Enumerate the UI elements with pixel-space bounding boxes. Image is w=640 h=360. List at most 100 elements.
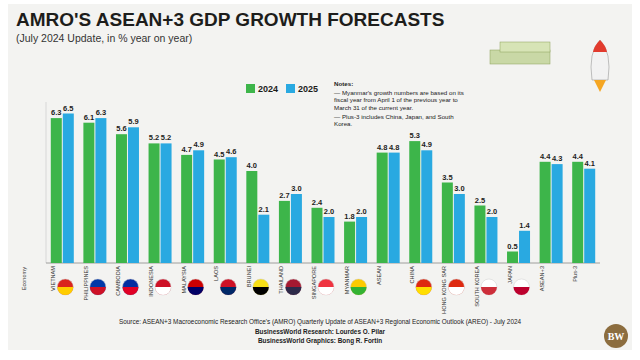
y-axis-line bbox=[46, 102, 47, 263]
money bbox=[500, 42, 550, 52]
flag-part bbox=[285, 287, 301, 295]
bar bbox=[344, 222, 355, 263]
data-label: 2.0 bbox=[324, 207, 334, 216]
logo: BW bbox=[608, 331, 625, 342]
flag bbox=[416, 279, 432, 295]
bar bbox=[246, 171, 257, 263]
bar bbox=[181, 155, 192, 263]
bar bbox=[552, 164, 563, 263]
data-label: 2.5 bbox=[475, 196, 485, 205]
logo-circle bbox=[604, 324, 628, 348]
bar bbox=[312, 208, 323, 263]
x-tick-label: CAMBODIA bbox=[115, 266, 121, 296]
bar bbox=[519, 231, 530, 263]
flag-part bbox=[220, 287, 236, 295]
panel bbox=[8, 4, 632, 350]
x-tick-label: MALAYSIA bbox=[181, 266, 187, 294]
flag bbox=[481, 279, 497, 295]
flag bbox=[318, 279, 334, 295]
x-tick-label: THAILAND bbox=[278, 266, 284, 294]
x-tick-label: ASEAN bbox=[376, 266, 382, 285]
flag-part bbox=[188, 287, 204, 295]
bar bbox=[324, 217, 335, 263]
x-tick-label: LAOS bbox=[213, 266, 219, 281]
bar bbox=[226, 157, 237, 263]
rocket-flame bbox=[594, 80, 606, 92]
data-label: 4.5 bbox=[214, 150, 224, 159]
credit: BusinessWorld Graphics: Bong R. Fortin bbox=[20, 337, 620, 344]
data-label: 4.3 bbox=[552, 154, 562, 163]
bar bbox=[214, 160, 225, 264]
data-label: 4.4 bbox=[572, 152, 583, 161]
rocket-tip bbox=[593, 40, 607, 52]
x-tick-label: PHILIPPINES bbox=[83, 266, 89, 301]
x-tick-label: VIETNAM bbox=[50, 266, 56, 291]
bar bbox=[507, 252, 518, 264]
flag-part bbox=[416, 287, 432, 295]
flag-part bbox=[351, 287, 367, 295]
data-label: 6.1 bbox=[84, 113, 94, 122]
bar bbox=[128, 127, 139, 263]
source: Source: ASEAN+3 Macroeconomic Research O… bbox=[20, 318, 620, 325]
flag-part bbox=[514, 287, 530, 295]
flag-part bbox=[448, 287, 464, 295]
flag bbox=[57, 279, 73, 295]
data-label: 3.5 bbox=[442, 173, 452, 182]
x-tick-label: SINGAPORE bbox=[311, 266, 317, 300]
x-tick-label: HONG KONG SAR bbox=[441, 266, 447, 314]
flag bbox=[90, 279, 106, 295]
data-label: 4.9 bbox=[422, 140, 432, 149]
bars bbox=[51, 114, 595, 264]
bar bbox=[572, 162, 583, 263]
data-label: 4.1 bbox=[584, 159, 594, 168]
bar bbox=[279, 201, 290, 263]
chart-root: AMRO'S ASEAN+3 GDP GROWTH FORECASTS(July… bbox=[0, 0, 640, 360]
bar bbox=[454, 194, 465, 263]
bar bbox=[540, 162, 551, 263]
data-label: 4.9 bbox=[193, 140, 203, 149]
flag bbox=[285, 279, 301, 295]
x-tick-label: ASEAN+3 bbox=[539, 266, 545, 291]
data-label: 5.2 bbox=[149, 133, 159, 142]
data-label: 6.3 bbox=[51, 108, 61, 117]
x-tick-label: BRUNEI bbox=[246, 266, 252, 288]
flag bbox=[448, 279, 464, 295]
flag bbox=[122, 279, 138, 295]
legend-swatch bbox=[246, 84, 255, 93]
data-label: 6.5 bbox=[63, 104, 73, 113]
bar bbox=[161, 143, 172, 263]
bar bbox=[377, 153, 388, 263]
x-tick-label: JAPAN bbox=[507, 266, 513, 284]
data-label: 4.6 bbox=[226, 147, 236, 156]
data-label: 4.4 bbox=[540, 152, 551, 161]
data-label: 2.4 bbox=[312, 198, 323, 207]
flag-part bbox=[122, 287, 138, 295]
data-label: 3.0 bbox=[291, 184, 301, 193]
background bbox=[0, 0, 640, 360]
x-tick-label: Plus-3 bbox=[572, 266, 578, 282]
flag-part bbox=[253, 287, 269, 295]
bar bbox=[116, 134, 127, 263]
flag-part bbox=[318, 287, 334, 295]
data-label: 4.8 bbox=[377, 143, 387, 152]
data-label: 4.7 bbox=[181, 145, 191, 154]
bar bbox=[83, 123, 94, 263]
data-label: 5.3 bbox=[410, 131, 420, 140]
flag-part bbox=[90, 287, 106, 295]
bar bbox=[149, 143, 160, 263]
data-label: 4.8 bbox=[389, 143, 399, 152]
note: — Plus-3 includes China, Japan, and Sout… bbox=[334, 113, 469, 128]
legend-label: 2025 bbox=[298, 84, 318, 94]
bar bbox=[291, 194, 302, 263]
flag bbox=[514, 279, 530, 295]
note: Notes: bbox=[334, 80, 469, 87]
chart-svg: AMRO'S ASEAN+3 GDP GROWTH FORECASTS(July… bbox=[0, 0, 640, 360]
flag bbox=[220, 279, 236, 295]
bar bbox=[63, 114, 74, 264]
x-tick-label: CHINA bbox=[409, 266, 415, 284]
bar bbox=[389, 153, 400, 263]
data-label: 3.0 bbox=[454, 184, 464, 193]
data-label: 2.7 bbox=[279, 191, 289, 200]
legend-swatch bbox=[286, 84, 295, 93]
bar bbox=[409, 141, 420, 263]
